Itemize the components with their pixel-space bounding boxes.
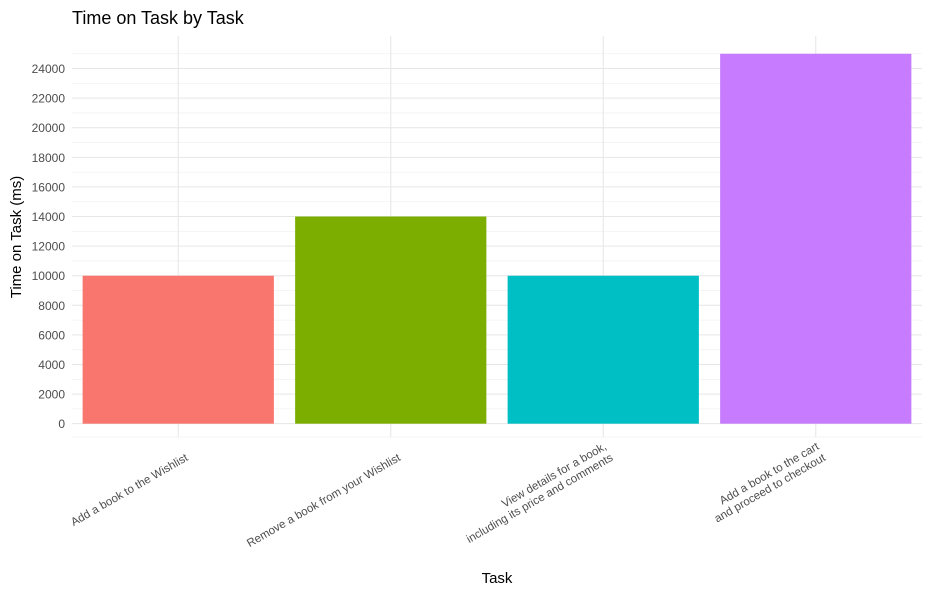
y-tick-label: 6000 [38, 328, 65, 342]
x-tick-label: Add a book to the cartand proceed to che… [706, 440, 828, 525]
x-tick-label: Remove a book from your Wishlist [245, 452, 403, 550]
y-tick-label: 14000 [32, 210, 66, 224]
y-tick-label: 18000 [32, 151, 66, 165]
y-tick-label: 8000 [38, 299, 65, 313]
y-tick-label: 22000 [32, 92, 66, 106]
y-tick-label: 0 [58, 417, 65, 431]
y-tick-label: 20000 [32, 121, 66, 135]
y-tick-label: 4000 [38, 358, 65, 372]
y-tick-label: 16000 [32, 180, 66, 194]
bar [295, 216, 487, 424]
y-tick-label: 12000 [32, 240, 66, 254]
y-tick-label: 2000 [38, 388, 65, 402]
x-tick-label: Add a book to the Wishlist [69, 452, 191, 529]
y-tick-label: 24000 [32, 62, 66, 76]
x-tick-label: View details for a book,including its pr… [458, 441, 615, 546]
x-axis: Add a book to the Wishlist Remove a book … [69, 440, 828, 550]
bar [82, 275, 274, 424]
y-axis: 0 2000 4000 6000 8000 10000 12000 14000 16000 180… [32, 62, 66, 431]
chart-title: Time on Task by Task [72, 8, 245, 28]
bar [507, 275, 699, 424]
y-axis-title: Time on Task (ms) [8, 176, 25, 299]
x-axis-title: Task [482, 570, 513, 587]
bars [82, 53, 912, 424]
bar [720, 53, 912, 424]
y-tick-label: 10000 [32, 269, 66, 283]
